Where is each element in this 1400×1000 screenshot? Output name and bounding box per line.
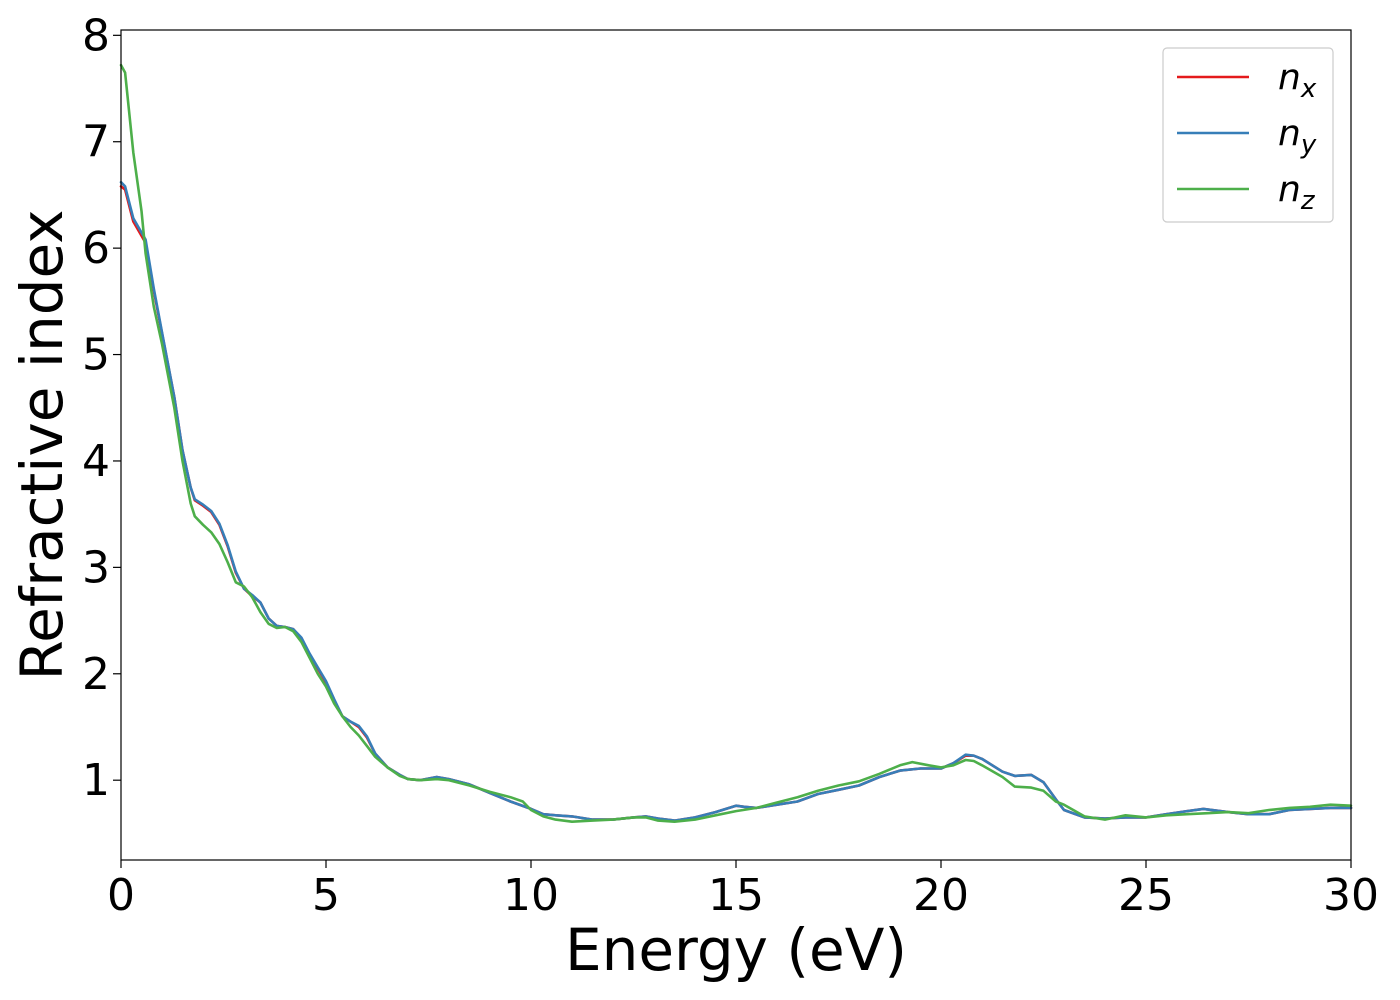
legend: nx ny nz — [1162, 47, 1334, 223]
legend-label-n-z: nz — [1278, 169, 1316, 216]
plot-area — [121, 30, 1351, 860]
x-tick-label: 10 — [503, 870, 559, 921]
x-tick-label: 15 — [708, 870, 764, 921]
x-tick-label: 5 — [312, 870, 340, 921]
x-tick-label: 25 — [1118, 870, 1174, 921]
legend-box — [1162, 47, 1334, 223]
legend-label-n-x: nx — [1278, 57, 1317, 104]
y-tick-label: 7 — [82, 117, 110, 168]
y-tick-label: 1 — [82, 755, 110, 806]
x-axis-ticks: 0 5 10 15 20 25 30 — [107, 860, 1379, 921]
x-tick-label: 20 — [913, 870, 969, 921]
y-tick-label: 6 — [82, 223, 110, 274]
y-tick-label: 2 — [82, 649, 110, 700]
y-tick-label: 3 — [82, 542, 110, 593]
x-axis-label: Energy (eV) — [565, 916, 907, 984]
y-tick-label: 5 — [82, 330, 110, 381]
series-layer — [119, 63, 1353, 823]
y-axis-label: Refractive index — [8, 209, 76, 680]
legend-label-n-y: ny — [1278, 113, 1317, 160]
y-axis-ticks: 1 2 3 4 5 6 7 8 — [82, 10, 121, 806]
y-tick-label: 8 — [82, 10, 110, 61]
series-line-n-z — [119, 63, 1353, 823]
x-tick-label: 30 — [1323, 870, 1379, 921]
y-tick-label: 4 — [82, 436, 110, 487]
x-tick-label: 0 — [107, 870, 135, 921]
